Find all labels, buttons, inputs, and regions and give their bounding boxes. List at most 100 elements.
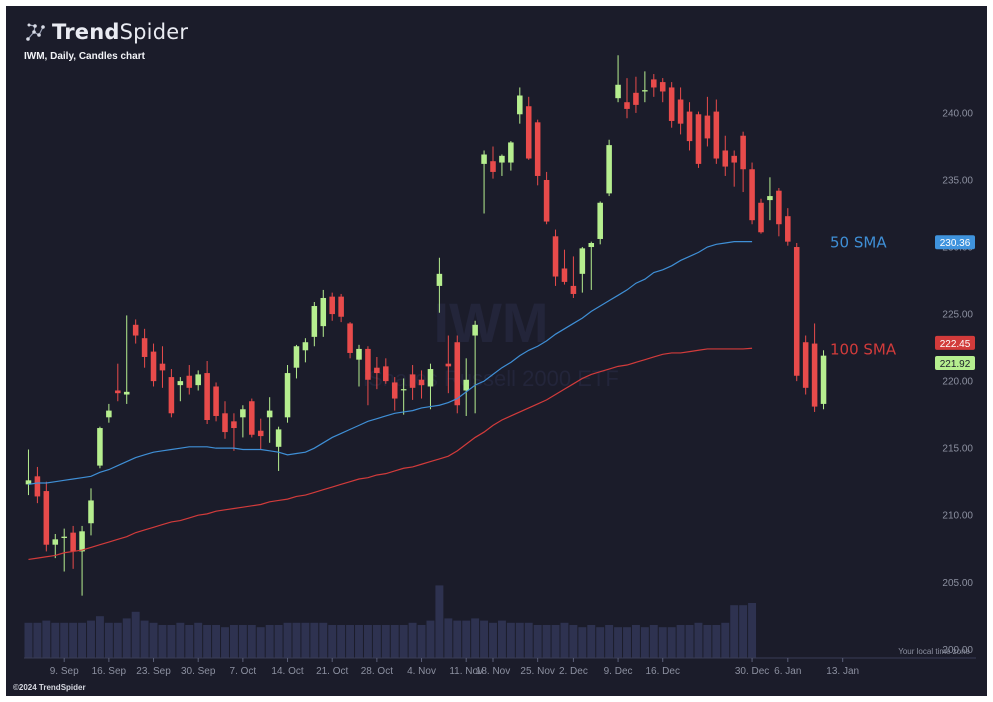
volume-bar: [221, 627, 229, 658]
volume-bar: [694, 622, 703, 658]
volume-bar: [426, 620, 435, 658]
candle-body: [436, 273, 443, 286]
candle-body: [79, 531, 85, 552]
candle-body: [400, 389, 407, 391]
volume-bar: [623, 627, 631, 658]
volume-bar: [649, 625, 658, 658]
candle-body: [606, 145, 612, 194]
candle-body: [579, 248, 586, 274]
sma100-value-badge-text: 222.45: [940, 339, 971, 350]
sma100-label: 100 SMA: [830, 340, 897, 358]
x-tick-label: 7. Oct: [230, 666, 257, 677]
volume-bar: [390, 625, 399, 658]
volume-bar: [712, 625, 721, 658]
volume-bar: [283, 622, 292, 658]
volume-bar: [247, 625, 256, 658]
candle-body: [713, 111, 720, 159]
volume-bar: [328, 625, 337, 658]
volume-bar: [489, 622, 497, 658]
candle-body: [767, 196, 773, 201]
candle-body: [213, 386, 219, 416]
candle-body: [293, 346, 300, 368]
candle-body: [659, 82, 666, 92]
x-tick-label: 18. Nov: [476, 666, 510, 677]
watermark-title: IWM: [433, 291, 548, 354]
candle-body: [793, 247, 800, 376]
candle-body: [115, 390, 121, 394]
candle-body: [820, 355, 827, 404]
candle-body: [132, 324, 139, 336]
volume-bar: [533, 625, 542, 658]
last-price-badge-text: 221.92: [940, 359, 971, 370]
volume-bar: [60, 622, 69, 658]
volume-bar: [87, 620, 95, 658]
volume-bar: [140, 620, 149, 658]
candle-body: [222, 413, 228, 433]
candle-body: [97, 428, 103, 466]
candle-body: [106, 410, 112, 418]
x-tick-label: 6. Jan: [774, 666, 801, 677]
candle-body: [159, 363, 166, 371]
volume-bar: [51, 622, 60, 658]
y-tick-label: 240.00: [942, 108, 973, 119]
candle-body: [508, 142, 514, 163]
volume-bar: [33, 622, 42, 658]
moving-averages: 100 SMA 50 SMA: [28, 234, 897, 561]
y-tick-label: 205.00: [942, 578, 973, 589]
candle-body: [123, 391, 130, 395]
volume-bar: [560, 622, 569, 658]
x-tick-label: 30. Dec: [735, 666, 769, 677]
volume-bar: [363, 625, 372, 658]
volume-bar: [158, 625, 167, 658]
candle-body: [543, 179, 550, 222]
volume-bar: [346, 625, 355, 658]
volume-bar: [274, 625, 283, 658]
candle-body: [25, 480, 32, 485]
candle-body: [561, 268, 568, 282]
candle-body: [534, 122, 541, 176]
candle-body: [61, 536, 67, 538]
candle-body: [668, 87, 675, 121]
x-tick-label: 14. Oct: [271, 666, 303, 677]
candle-body: [320, 297, 327, 327]
candle-body: [329, 296, 335, 315]
volume-bar: [301, 622, 310, 658]
volume-bar: [685, 625, 694, 658]
candle-body: [704, 115, 711, 139]
candle-body: [695, 114, 702, 164]
candle-body: [517, 95, 523, 115]
volume-bar: [721, 622, 730, 658]
last-price-badge: [935, 356, 975, 371]
volume-bar: [551, 625, 560, 658]
volume-bar: [104, 622, 113, 658]
x-tick-label: 11. Nov: [449, 666, 483, 677]
volume-bar: [176, 622, 185, 658]
sma100-line: [28, 347, 753, 561]
price-chart[interactable]: IWM iShares Russell 2000 ETF 100 SMA 50 S…: [6, 6, 987, 696]
volume-bar: [185, 625, 194, 658]
candle-body: [374, 367, 380, 374]
x-tick-label: 23. Sep: [136, 666, 171, 677]
y-tick-label: 225.00: [942, 310, 973, 321]
x-tick-label: 4. Nov: [407, 666, 436, 677]
volume-bar: [417, 625, 426, 658]
volume-bar: [355, 625, 363, 658]
volume-bar: [667, 627, 676, 658]
candle-body: [481, 154, 487, 164]
candle-body: [588, 243, 595, 248]
y-tick-label: 220.00: [942, 377, 973, 388]
candle-body: [257, 430, 264, 437]
x-tick-label: 16. Sep: [92, 666, 127, 677]
timezone-note: Your local time zone: [898, 647, 970, 656]
candle-body: [338, 296, 344, 317]
candle-body: [186, 375, 193, 388]
candle-body: [284, 373, 291, 418]
candle-body: [740, 135, 746, 170]
x-tick-label: 9. Dec: [604, 666, 633, 677]
volume-bar: [631, 625, 640, 658]
candle-body: [633, 92, 639, 105]
x-tick-label: 2. Dec: [559, 666, 588, 677]
candle-body: [624, 102, 630, 109]
volume-bar: [149, 622, 158, 658]
spider-logo-icon: [26, 23, 45, 41]
